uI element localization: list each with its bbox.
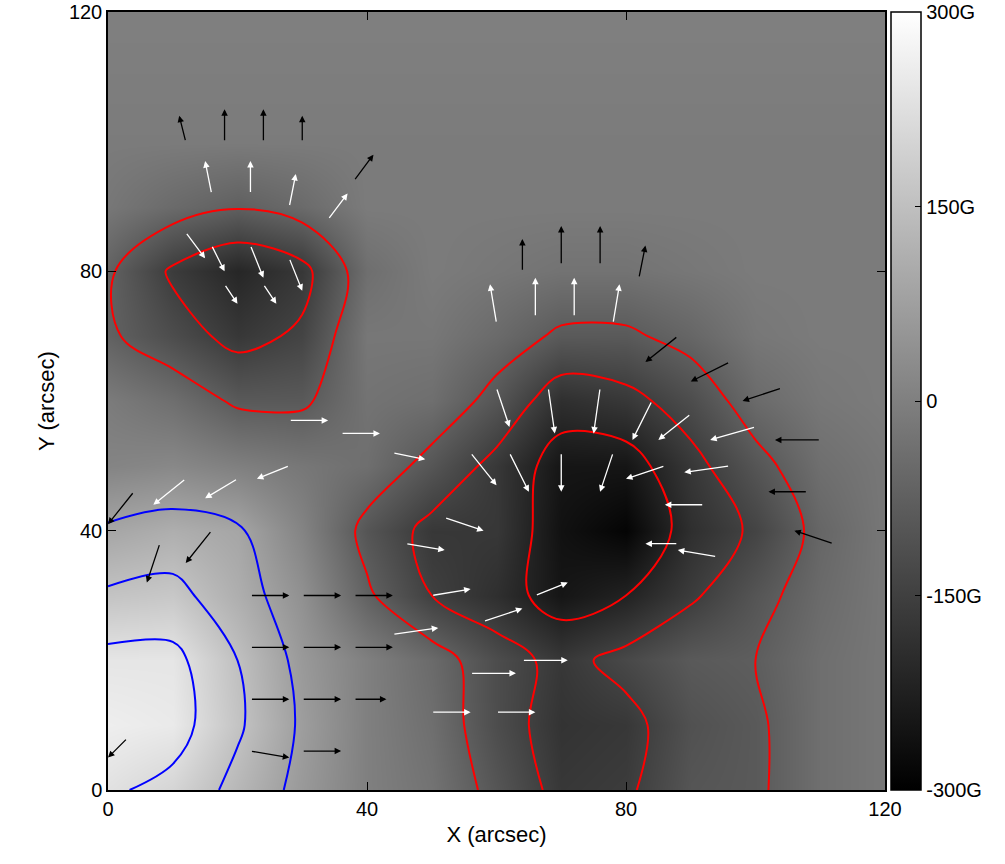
svg-text:X (arcsec): X (arcsec) (446, 822, 546, 847)
svg-text:-300G: -300G (926, 779, 982, 801)
svg-text:300G: 300G (926, 1, 975, 23)
svg-text:40: 40 (80, 520, 102, 542)
svg-text:80: 80 (615, 798, 637, 820)
svg-text:0: 0 (926, 390, 937, 412)
svg-text:0: 0 (91, 779, 102, 801)
svg-text:40: 40 (356, 798, 378, 820)
svg-text:-150G: -150G (926, 585, 982, 607)
svg-text:120: 120 (868, 798, 901, 820)
svg-text:120: 120 (69, 1, 102, 23)
svg-text:0: 0 (102, 798, 113, 820)
svg-text:80: 80 (80, 260, 102, 282)
svg-text:Y (arcsec): Y (arcsec) (34, 351, 59, 451)
svg-text:150G: 150G (926, 196, 975, 218)
